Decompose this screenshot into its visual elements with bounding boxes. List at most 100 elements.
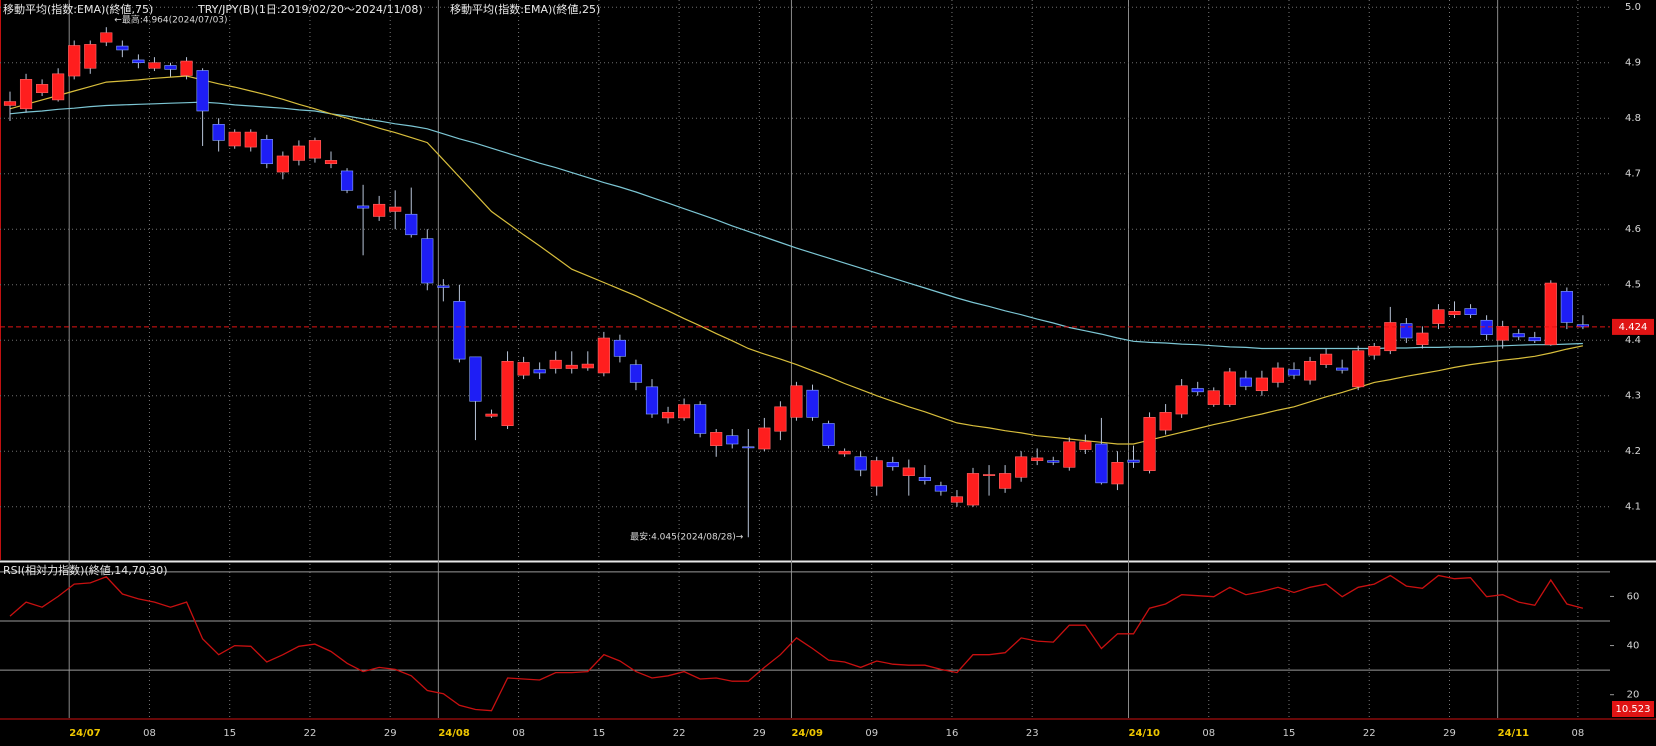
candle-body [838, 450, 851, 455]
candle-body [389, 206, 402, 212]
candle-body [854, 456, 867, 471]
candle-body [1352, 350, 1365, 388]
x-tick-label: 24/07 [69, 728, 101, 739]
annotation-low: 最安:4.045(2024/08/28)→ [630, 531, 744, 543]
scale-bottom-label: 10.523 [1616, 704, 1651, 715]
candle-body [774, 406, 787, 432]
x-tick-label: 08 [1202, 728, 1215, 739]
scale-bottom-box [1612, 701, 1654, 717]
x-tick-label: 24/08 [438, 728, 470, 739]
candle-body [1223, 371, 1236, 405]
x-tick-label: 08 [1572, 728, 1585, 739]
x-tick-label: 29 [384, 728, 397, 739]
candle-body [645, 386, 659, 415]
candle-body [1271, 367, 1285, 383]
candle-body [1400, 323, 1413, 339]
x-tick-label: 29 [753, 728, 766, 739]
candle-body [292, 145, 305, 161]
x-tick-label: 16 [946, 728, 959, 739]
candle-body [1143, 417, 1156, 471]
x-tick-label: 15 [223, 728, 236, 739]
x-tick-label: 24/10 [1129, 728, 1161, 739]
candle-body [453, 301, 466, 360]
y-tick-label: 4.4 [1625, 335, 1641, 346]
ema-line [9, 75, 1584, 445]
y-tick-label: 4.3 [1625, 391, 1641, 402]
candle-body [244, 131, 257, 148]
candle-body [999, 473, 1012, 489]
candle-body [1175, 385, 1188, 415]
candle-body [1560, 291, 1573, 323]
current-price-box [1612, 318, 1654, 335]
legend-ema25: 移動平均(指数:EMA)(終値,25) [450, 2, 600, 16]
x-tick-label: 22 [673, 728, 686, 739]
candle-body [469, 356, 482, 402]
candle-body [982, 474, 996, 476]
rsi-line [9, 574, 1584, 712]
x-tick-label: 22 [304, 728, 317, 739]
candle-body [36, 84, 49, 93]
candle-body [1111, 462, 1124, 485]
legend-ema75: 移動平均(指数:EMA)(終値,75) [3, 2, 153, 16]
candle-body [710, 432, 723, 446]
y-tick-label: 4.9 [1625, 58, 1641, 69]
candle-body [1528, 337, 1541, 342]
candle-body [324, 160, 338, 165]
y-tick-label: 4.2 [1625, 446, 1641, 457]
candle-body [950, 496, 964, 503]
candle-body [84, 44, 97, 69]
y-tick-label: 4.8 [1625, 113, 1641, 124]
candle-body [308, 140, 322, 159]
candle-body [52, 73, 65, 101]
candle-body [1047, 460, 1060, 463]
candle-body [100, 32, 113, 43]
y-tick-label: 4.7 [1625, 169, 1641, 180]
candle-body [918, 477, 931, 481]
annotation-high: ←最高:4.964(2024/07/03) [114, 14, 227, 26]
candle-body [1079, 441, 1092, 450]
candle-body [485, 413, 498, 417]
candle-body [886, 462, 899, 468]
ema-line [9, 101, 1583, 350]
candle-body [678, 404, 691, 419]
candle-body [3, 101, 17, 106]
y-tick-label: 4.1 [1625, 502, 1641, 513]
candle-body [1063, 441, 1076, 468]
candle-body [726, 435, 739, 445]
x-tick-label: 24/11 [1498, 728, 1530, 739]
candle-body [1191, 388, 1204, 393]
candle-body [806, 389, 819, 418]
chart-title: TRY/JPY(B)(1日:2019/02/20～2024/11/08) [197, 3, 423, 16]
x-tick-label: 08 [512, 728, 525, 739]
candle-body [116, 45, 129, 51]
candle-body [340, 170, 354, 191]
candle-body [228, 131, 241, 147]
candle-body [1095, 443, 1108, 484]
candle-body [966, 473, 980, 506]
y-tick-label: 60 [1627, 591, 1640, 602]
candle-body [902, 467, 915, 476]
current-price-label: 4.424 [1619, 322, 1648, 333]
candle-body [1159, 412, 1172, 431]
candle-body [405, 213, 418, 236]
candle-body [1464, 308, 1477, 315]
candle-body [1031, 457, 1044, 461]
candle-body [196, 70, 209, 112]
candle-body [68, 45, 81, 77]
candle-body [822, 423, 835, 446]
candle-body [357, 205, 370, 209]
candle-body [1512, 333, 1525, 338]
candle-body [1303, 361, 1317, 381]
candle-body [694, 404, 707, 434]
candle-body [1336, 367, 1349, 371]
candle-body [517, 362, 530, 376]
candle-body [164, 65, 177, 70]
candle-body [1576, 324, 1589, 328]
candle-body [581, 363, 594, 369]
candle-body [597, 337, 610, 374]
x-tick-label: 24/09 [791, 728, 823, 739]
candle-body [276, 155, 289, 173]
